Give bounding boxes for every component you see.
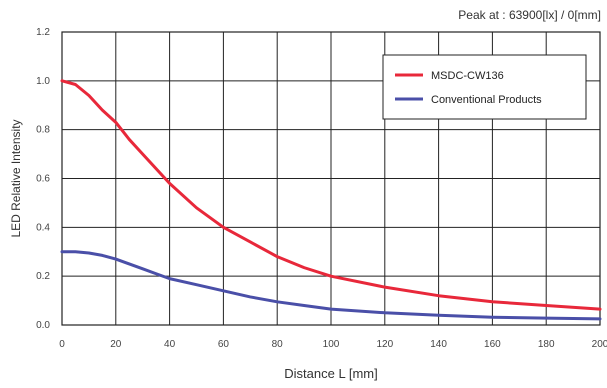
- legend: MSDC-CW136 Conventional Products: [382, 54, 587, 120]
- x-tick-label: 200: [592, 339, 607, 350]
- y-tick-label: 0.2: [36, 271, 50, 282]
- axes: 0 20 40 60 80 100 120 140 160 180 200 0.0 0.2 0.4 0.6 0…: [36, 27, 607, 350]
- y-tick-label: 0.8: [36, 125, 50, 136]
- x-tick-label: 60: [218, 339, 230, 350]
- y-axis-label: LED Relative Intensity: [9, 119, 23, 237]
- series-lines: [60, 79, 602, 321]
- legend-label: MSDC-CW136: [431, 70, 504, 82]
- x-tick-label: 180: [538, 339, 555, 350]
- x-tick-label: 20: [110, 339, 122, 350]
- x-tick-label: 140: [430, 339, 447, 350]
- x-tick-label: 80: [272, 339, 284, 350]
- x-tick-label: 120: [376, 339, 393, 350]
- y-tick-label: 0.0: [36, 320, 50, 331]
- x-axis-label: Distance L [mm]: [284, 366, 377, 381]
- x-tick-label: 0: [59, 339, 65, 350]
- series-line-msdc-cw136: [60, 79, 602, 311]
- peak-annotation: Peak at : 63900[lx] / 0[mm]: [458, 8, 601, 22]
- y-tick-label: 0.6: [36, 174, 50, 185]
- legend-box: [382, 54, 587, 120]
- legend-label: Conventional Products: [431, 94, 542, 106]
- series-line-conventional-products: [60, 250, 602, 321]
- x-tick-label: 40: [164, 339, 176, 350]
- y-tick-label: 1.0: [36, 76, 50, 87]
- x-tick-label: 160: [484, 339, 501, 350]
- plot-frame: [61, 31, 601, 326]
- y-tick-label: 1.2: [36, 27, 50, 38]
- x-tick-label: 100: [323, 339, 340, 350]
- y-tick-label: 0.4: [36, 222, 50, 233]
